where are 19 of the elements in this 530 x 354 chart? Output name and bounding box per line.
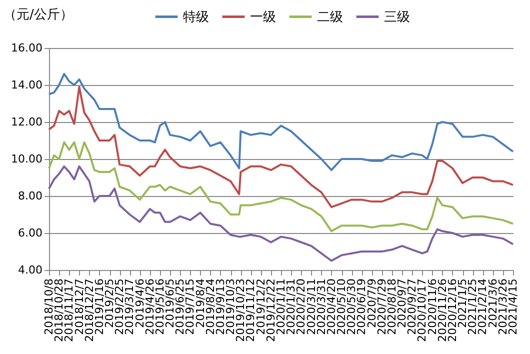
legend-label: 特级 (183, 10, 209, 25)
y-tick-label: 10.00 (11, 152, 42, 166)
y-tick-label: 4.00 (18, 264, 42, 276)
y-tick-label: 12.00 (11, 116, 42, 128)
y-tick-label: 14.00 (11, 78, 42, 92)
legend-label: 三级 (384, 10, 410, 25)
line-series (48, 141, 514, 232)
line-series (48, 86, 514, 208)
x-tick-label: 2021/4/15 (506, 278, 520, 335)
y-tick-label: 16.00 (11, 42, 42, 54)
line-series (48, 72, 514, 172)
y-tick-label: 6.00 (18, 226, 42, 240)
legend-label: 二级 (317, 10, 343, 25)
x-tick-label: 2020/1/11 (274, 278, 288, 335)
y-axis-title: （元/公斤） (4, 8, 73, 22)
y-tick-label: 8.00 (18, 190, 42, 202)
x-tick-label: 2018/10/8 (42, 278, 56, 335)
line-series (48, 165, 514, 262)
legend-label: 一级 (250, 10, 276, 25)
